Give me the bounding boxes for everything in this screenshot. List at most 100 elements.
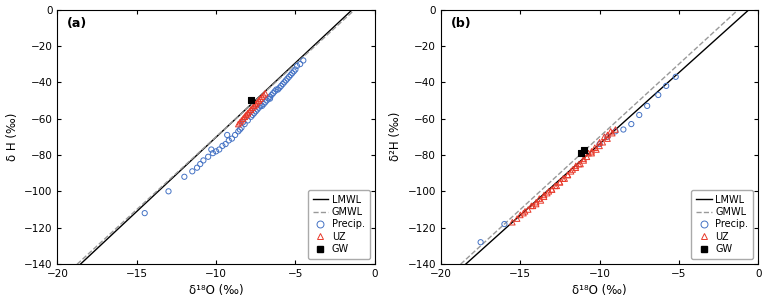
Point	[207, 151, 219, 155]
Point	[573, 161, 585, 166]
Point	[232, 129, 245, 134]
Point	[538, 194, 550, 199]
Point	[194, 161, 206, 166]
Point	[268, 89, 281, 94]
Point	[213, 147, 225, 152]
Point	[242, 111, 254, 115]
Legend: LMWL, GMWL, Precip., UZ, GW: LMWL, GMWL, Precip., UZ, GW	[308, 190, 370, 259]
Point	[139, 211, 151, 215]
Point	[652, 92, 664, 97]
Point	[278, 80, 291, 85]
Point	[245, 107, 257, 112]
Point	[186, 169, 199, 174]
Point	[264, 94, 276, 99]
Point	[178, 174, 190, 179]
Point	[574, 151, 587, 155]
Point	[475, 240, 487, 245]
Point	[267, 91, 279, 95]
Point	[582, 151, 594, 155]
Point	[256, 103, 268, 108]
Point	[585, 149, 597, 154]
Point	[237, 116, 249, 121]
Point	[609, 127, 621, 132]
Point	[249, 102, 262, 106]
Point	[604, 129, 617, 134]
Point	[558, 176, 571, 181]
Point	[235, 125, 248, 130]
Point	[248, 111, 260, 115]
Point	[258, 102, 270, 106]
Point	[255, 96, 267, 101]
Point	[511, 216, 523, 221]
Point	[240, 112, 252, 117]
Point	[670, 74, 682, 79]
Point	[222, 138, 235, 143]
Point	[239, 114, 251, 119]
Point	[530, 200, 542, 205]
Point	[253, 98, 265, 103]
Point	[567, 167, 579, 172]
Point	[242, 118, 254, 123]
Point	[554, 180, 566, 185]
Point	[514, 212, 526, 217]
Point	[248, 103, 260, 108]
Point	[633, 112, 645, 117]
Point	[253, 105, 265, 110]
Point	[249, 102, 262, 106]
Text: (a): (a)	[67, 17, 87, 30]
Point	[297, 58, 309, 63]
Point	[239, 114, 251, 119]
Point	[591, 147, 603, 152]
Point	[289, 67, 301, 72]
Point	[273, 85, 285, 90]
Point	[285, 72, 297, 77]
Text: (b): (b)	[450, 17, 471, 30]
Point	[261, 98, 273, 103]
Point	[546, 187, 558, 192]
Point	[597, 140, 609, 145]
Point	[191, 165, 203, 170]
Point	[219, 142, 232, 146]
Point	[581, 154, 593, 159]
Point	[578, 147, 590, 152]
Point	[264, 96, 276, 101]
Point	[197, 158, 209, 163]
Point	[549, 183, 561, 188]
Point	[270, 87, 282, 92]
Point	[202, 154, 214, 159]
Point	[606, 131, 618, 135]
Point	[262, 96, 275, 101]
Point	[578, 156, 590, 161]
Point	[225, 136, 238, 141]
Point	[594, 140, 606, 145]
Point	[561, 172, 574, 177]
Point	[598, 134, 611, 139]
Point	[251, 107, 263, 112]
Point	[533, 196, 545, 201]
Point	[234, 127, 246, 132]
Point	[601, 132, 614, 137]
Y-axis label: δ²H (‰): δ²H (‰)	[389, 112, 402, 161]
Point	[245, 114, 257, 119]
Point	[609, 129, 621, 134]
Point	[245, 98, 257, 103]
Point	[242, 111, 254, 115]
Point	[216, 143, 229, 148]
Point	[538, 192, 550, 197]
Point	[280, 78, 292, 83]
Point	[525, 203, 538, 208]
Point	[519, 209, 532, 214]
Point	[283, 74, 295, 79]
X-axis label: δ¹⁸O (‰): δ¹⁸O (‰)	[572, 285, 627, 298]
Point	[554, 180, 566, 185]
Point	[272, 87, 284, 92]
Point	[206, 147, 218, 152]
Point	[235, 118, 248, 123]
Point	[578, 158, 590, 163]
Point	[601, 134, 614, 139]
X-axis label: δ¹⁸O (‰): δ¹⁸O (‰)	[189, 285, 243, 298]
Point	[543, 189, 555, 194]
Point	[286, 71, 298, 75]
Point	[258, 92, 270, 97]
Point	[291, 64, 303, 68]
